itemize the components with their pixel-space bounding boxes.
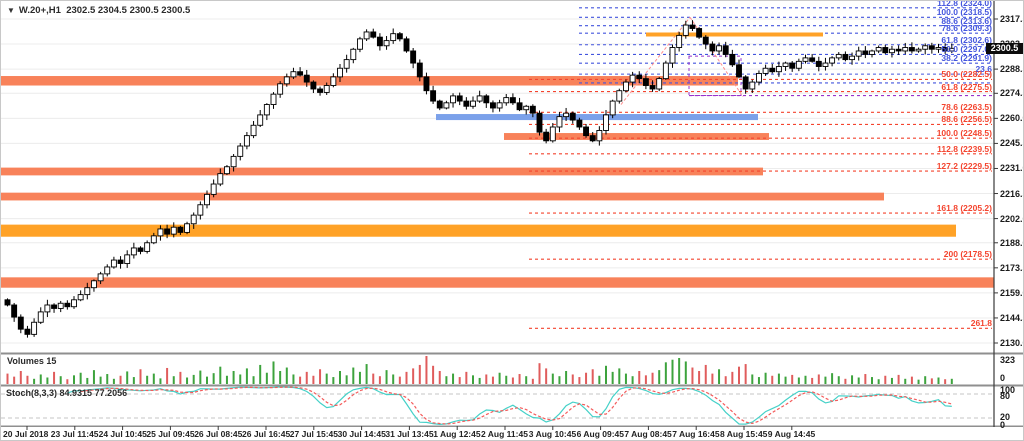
purple-projection-box[interactable] (688, 55, 742, 97)
candlestick-series (4, 20, 955, 338)
fib-anchor-diagonal[interactable] (620, 16, 691, 105)
volume-stoch-divider[interactable] (1, 384, 1024, 387)
supply-zone-2282[interactable] (1, 76, 738, 86)
main-volume-divider[interactable] (1, 352, 1024, 355)
demand-zone-2229[interactable] (1, 167, 763, 176)
stoch-timeaxis-divider (1, 425, 1023, 427)
demand-zone-2165[interactable] (1, 277, 994, 288)
volume-series (6, 356, 953, 384)
demand-zone-2249[interactable] (504, 133, 769, 140)
blue-zone-2260[interactable] (436, 114, 758, 121)
demand-zone-2214[interactable] (1, 192, 884, 201)
stoch-k-line (67, 386, 952, 426)
demand-zone-2195[interactable] (1, 224, 956, 237)
stoch-d-line (80, 386, 952, 425)
